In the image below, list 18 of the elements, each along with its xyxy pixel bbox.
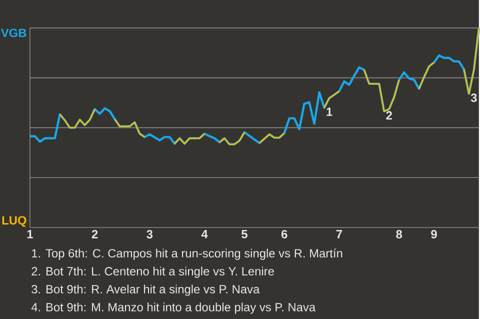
text: 4. Bot 9th: M. Manzo hit into a double play vs P. Nava [31,302,316,314]
x-tick-label: 8 [396,230,402,238]
text: LUQ [2,216,26,227]
x-tick-label: 6 [281,230,288,238]
x-tick-label: 3 [146,230,153,238]
text: VGB [0,28,26,38]
x-tick-label: 5 [242,230,248,238]
x-tick-label: 7 [336,230,342,238]
annotation: 2 [386,111,392,120]
x-tick-label: 1 [27,230,33,238]
x-tick-label: 9 [431,230,437,238]
text: 1. Top 6th: C. Campos hit a run-scoring single vs R. Martín [32,248,342,260]
annotation: 3 [470,93,477,102]
annotation: 1 [326,108,332,116]
text: 2. Bot 7th: L. Centeno hit a single vs Y. Lenire [32,266,274,278]
x-tick-label: 2 [92,230,98,238]
text: 3. Bot 9th: R. Avelar hit a single vs P. Nava [32,284,260,296]
x-tick-label: 4 [201,230,208,238]
